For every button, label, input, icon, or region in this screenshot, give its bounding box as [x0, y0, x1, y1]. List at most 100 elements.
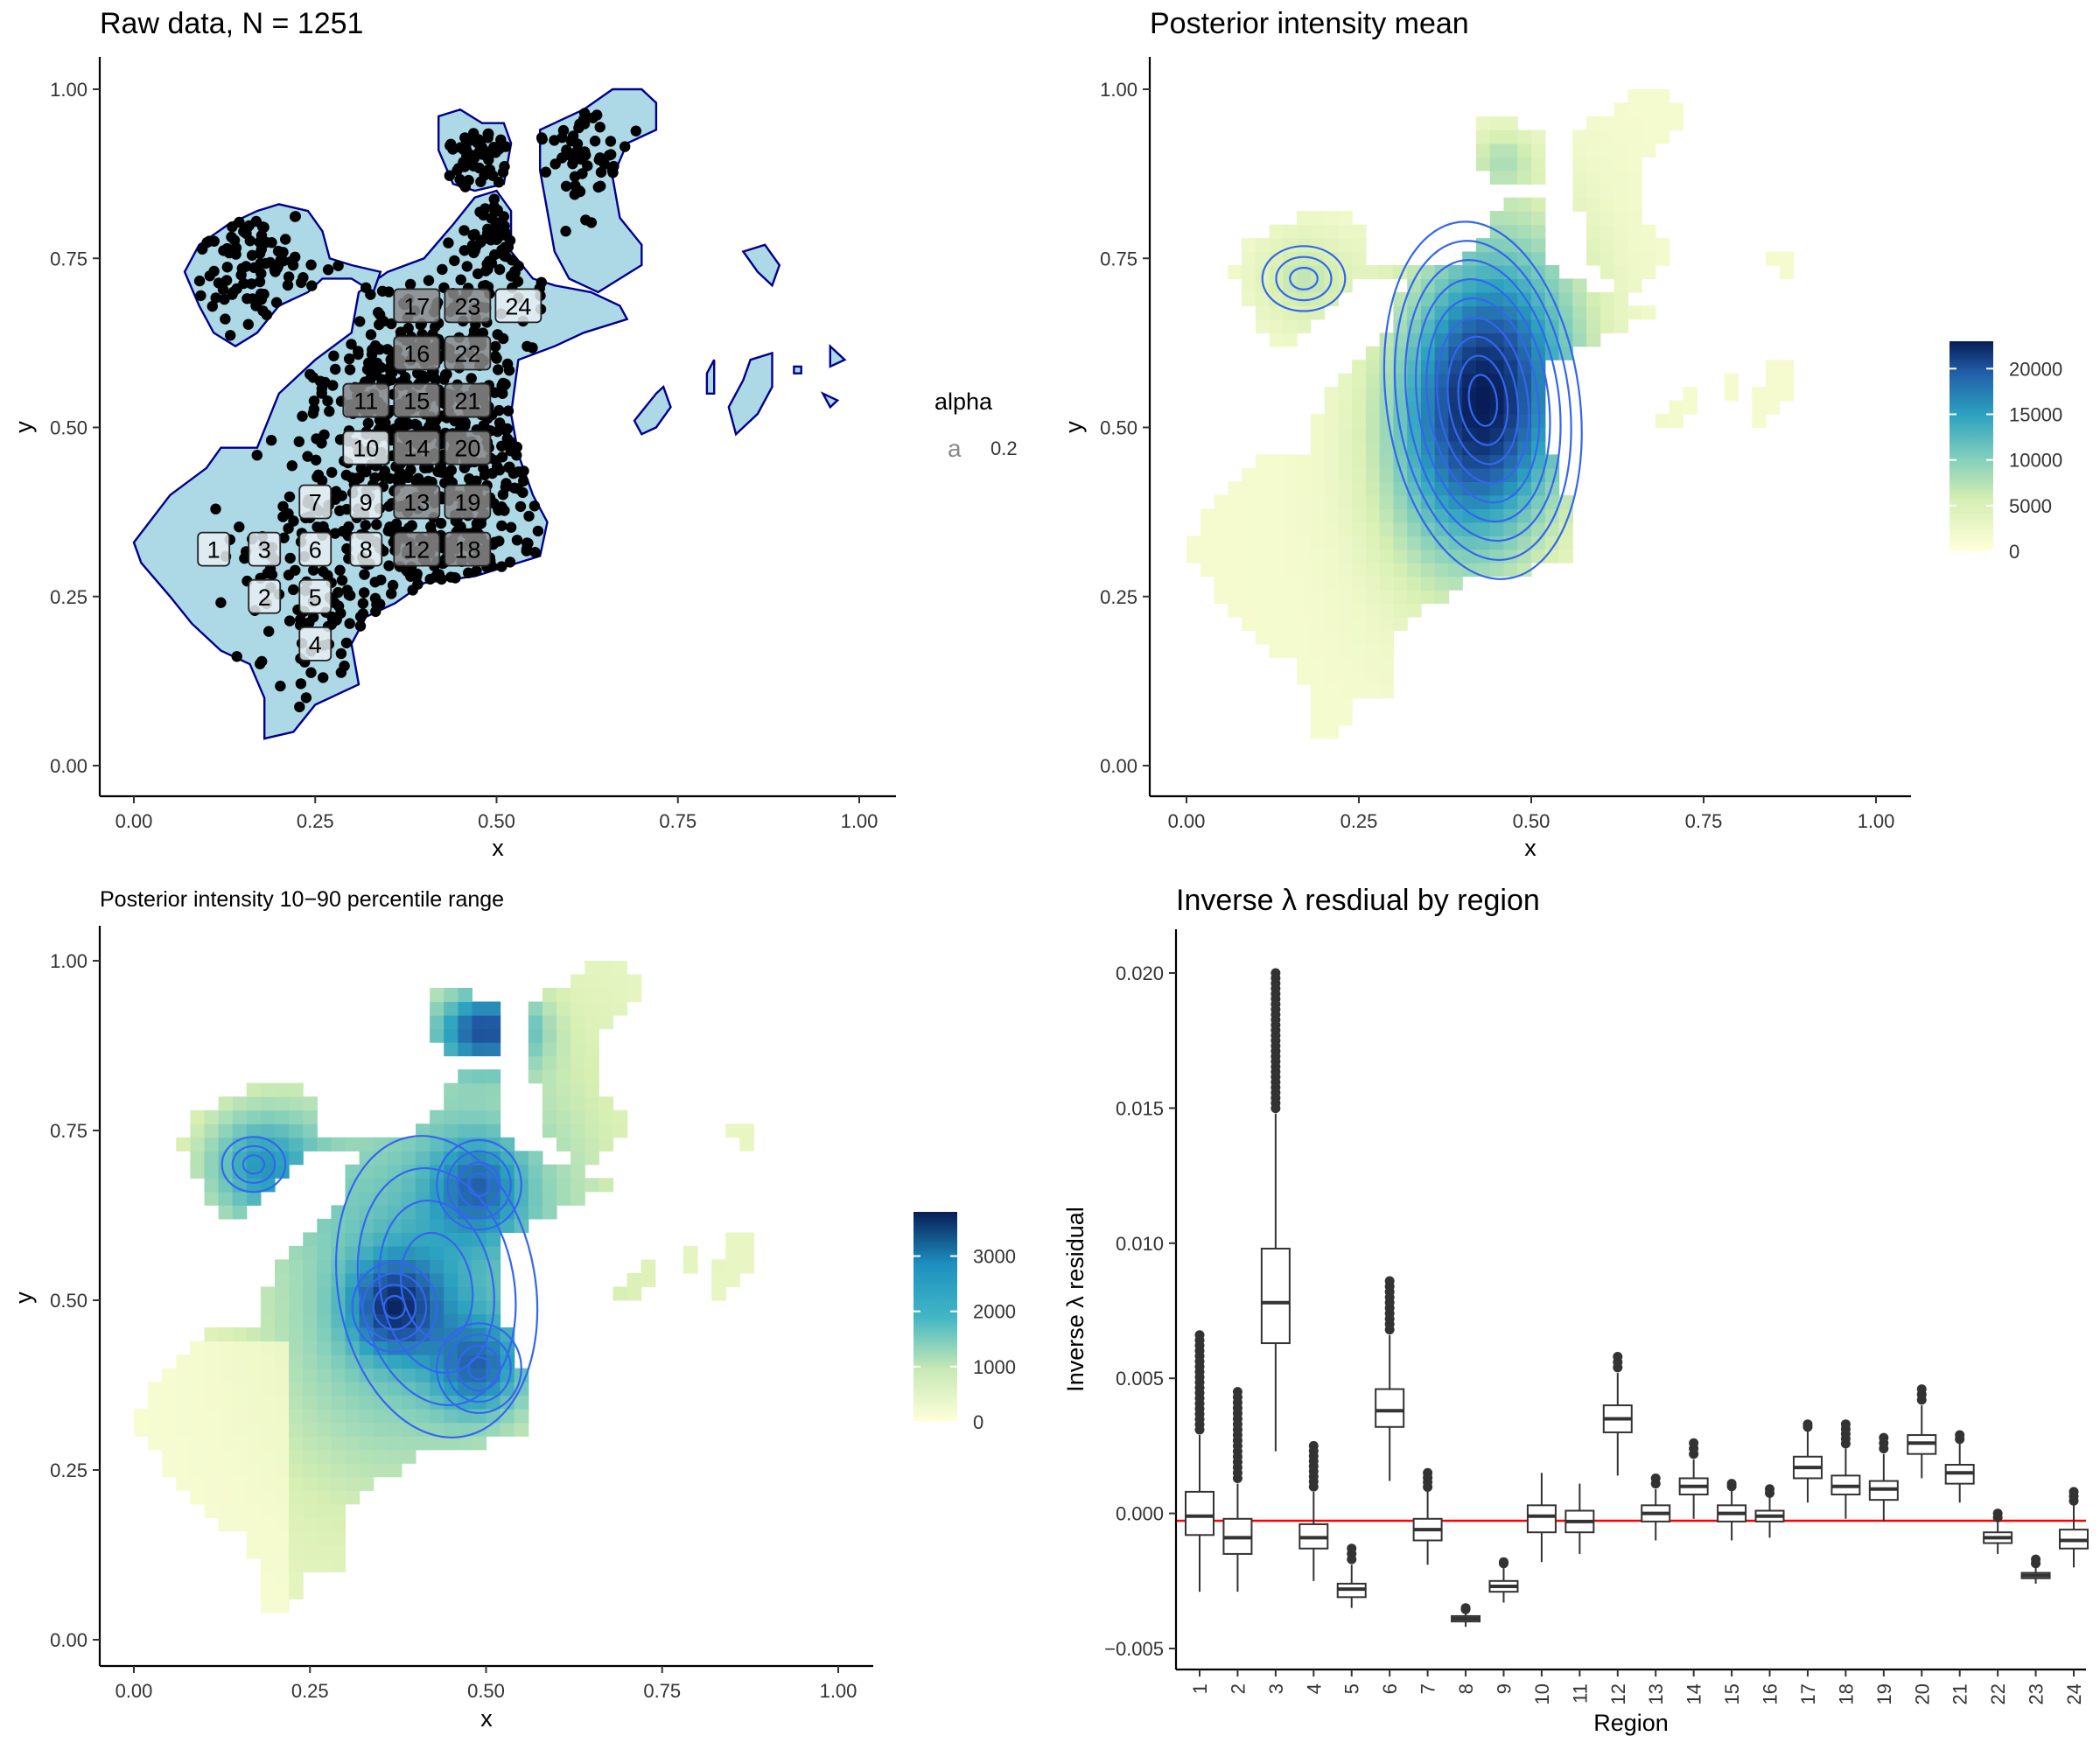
range-cell: [542, 1164, 557, 1179]
range-cell: [162, 1395, 177, 1410]
range-cell: [190, 1340, 206, 1355]
range-cell: [317, 1544, 332, 1559]
mean-cell: [1379, 454, 1394, 469]
range-cell: [289, 1476, 304, 1491]
mean-cell: [1489, 251, 1505, 266]
range-cell: [542, 1096, 557, 1111]
mean-cell: [1283, 332, 1298, 347]
range-cell: [275, 1382, 290, 1396]
range-cell: [373, 1382, 388, 1396]
mean-cell: [1407, 346, 1422, 360]
mean-cell: [1379, 494, 1394, 509]
range-cell: [190, 1164, 206, 1179]
range-cell: [246, 1082, 262, 1097]
event-point: [221, 262, 233, 273]
mean-cell: [1489, 467, 1505, 482]
mean-cell: [1379, 603, 1394, 618]
mean-cell: [1379, 441, 1394, 456]
mean-contour: [1289, 266, 1319, 290]
event-point: [556, 152, 568, 164]
mean-cell: [1531, 522, 1546, 536]
range-cell: [416, 1137, 430, 1152]
range-cell: [232, 1368, 248, 1382]
mean-cell: [1517, 494, 1532, 509]
range-cell: [373, 1151, 388, 1166]
mean-cell: [1352, 576, 1367, 591]
range-cell: [246, 1409, 262, 1424]
event-point: [518, 475, 529, 486]
mean-cell: [1434, 467, 1450, 482]
range-cell: [444, 1164, 458, 1179]
range-cell: [359, 1476, 374, 1491]
event-point: [280, 234, 291, 245]
event-point: [607, 167, 619, 178]
event-point: [386, 318, 397, 330]
event-point: [506, 270, 517, 282]
range-cell: [542, 1205, 557, 1220]
range-cell: [275, 1313, 290, 1328]
range-cell: [162, 1436, 177, 1451]
range-cell: [387, 1273, 402, 1288]
event-point: [243, 220, 255, 232]
mean-cell: [1283, 224, 1298, 239]
box-region-22: [1983, 1508, 2013, 1554]
event-point: [305, 259, 317, 270]
mean-cell: [1586, 157, 1601, 172]
mean-cell: [1269, 481, 1284, 496]
outlier-point: [1460, 1603, 1471, 1614]
event-point: [480, 280, 491, 291]
range-cell: [444, 1259, 458, 1274]
mean-cell: [1752, 387, 1767, 402]
range-cell: [260, 1585, 276, 1600]
event-point: [594, 122, 606, 133]
mean-cell: [1407, 441, 1422, 456]
mean-cell: [1228, 576, 1242, 591]
mean-cell: [1338, 400, 1353, 415]
range-cell: [317, 1503, 332, 1518]
range-cell: [275, 1300, 290, 1315]
mean-cell: [1558, 536, 1573, 550]
event-point: [386, 588, 397, 599]
mean-cell: [1338, 454, 1353, 469]
mean-cell: [1255, 454, 1270, 469]
mean-cell: [1614, 157, 1628, 172]
mean-cell: [1517, 265, 1532, 280]
event-point: [595, 166, 607, 178]
range-cell: [190, 1449, 206, 1464]
mean-cell: [1324, 414, 1339, 429]
range-cell: [260, 1110, 276, 1124]
mean-cell: [1393, 318, 1408, 333]
range-cell: [570, 1042, 585, 1057]
range-cell: [232, 1096, 248, 1111]
mean-cell: [1283, 603, 1298, 618]
range-cell: [387, 1164, 402, 1179]
range-cell: [598, 988, 613, 1003]
mean-cell: [1242, 616, 1256, 631]
event-point: [505, 522, 517, 533]
mean-cell: [1393, 360, 1408, 374]
mean-cell: [1352, 441, 1367, 456]
mean-cell: [1297, 305, 1312, 320]
event-point: [425, 521, 437, 533]
range-cell: [458, 1300, 472, 1315]
range-cell: [148, 1395, 163, 1410]
mean-cell: [1628, 184, 1642, 199]
mean-cell: [1628, 305, 1642, 320]
event-point: [376, 285, 388, 297]
range-cell: [387, 1178, 402, 1193]
mean-xtick-label: 0.00: [1168, 810, 1206, 832]
mean-cell: [1614, 143, 1628, 158]
mean-cell: [1324, 684, 1339, 699]
range-cell: [556, 988, 571, 1003]
box-ytick-label: 0.005: [1116, 1368, 1164, 1390]
box-region-6: [1375, 1276, 1405, 1481]
range-cell: [331, 1395, 346, 1410]
range-cell: [500, 1422, 515, 1437]
range-cell: [416, 1151, 430, 1166]
box-y-label: Inverse λ residual: [1062, 1207, 1088, 1392]
mean-cell: [1462, 305, 1477, 320]
mean-cell: [1503, 454, 1518, 469]
event-point: [468, 160, 480, 172]
mean-cell: [1489, 157, 1505, 172]
range-cell: [246, 1368, 262, 1382]
